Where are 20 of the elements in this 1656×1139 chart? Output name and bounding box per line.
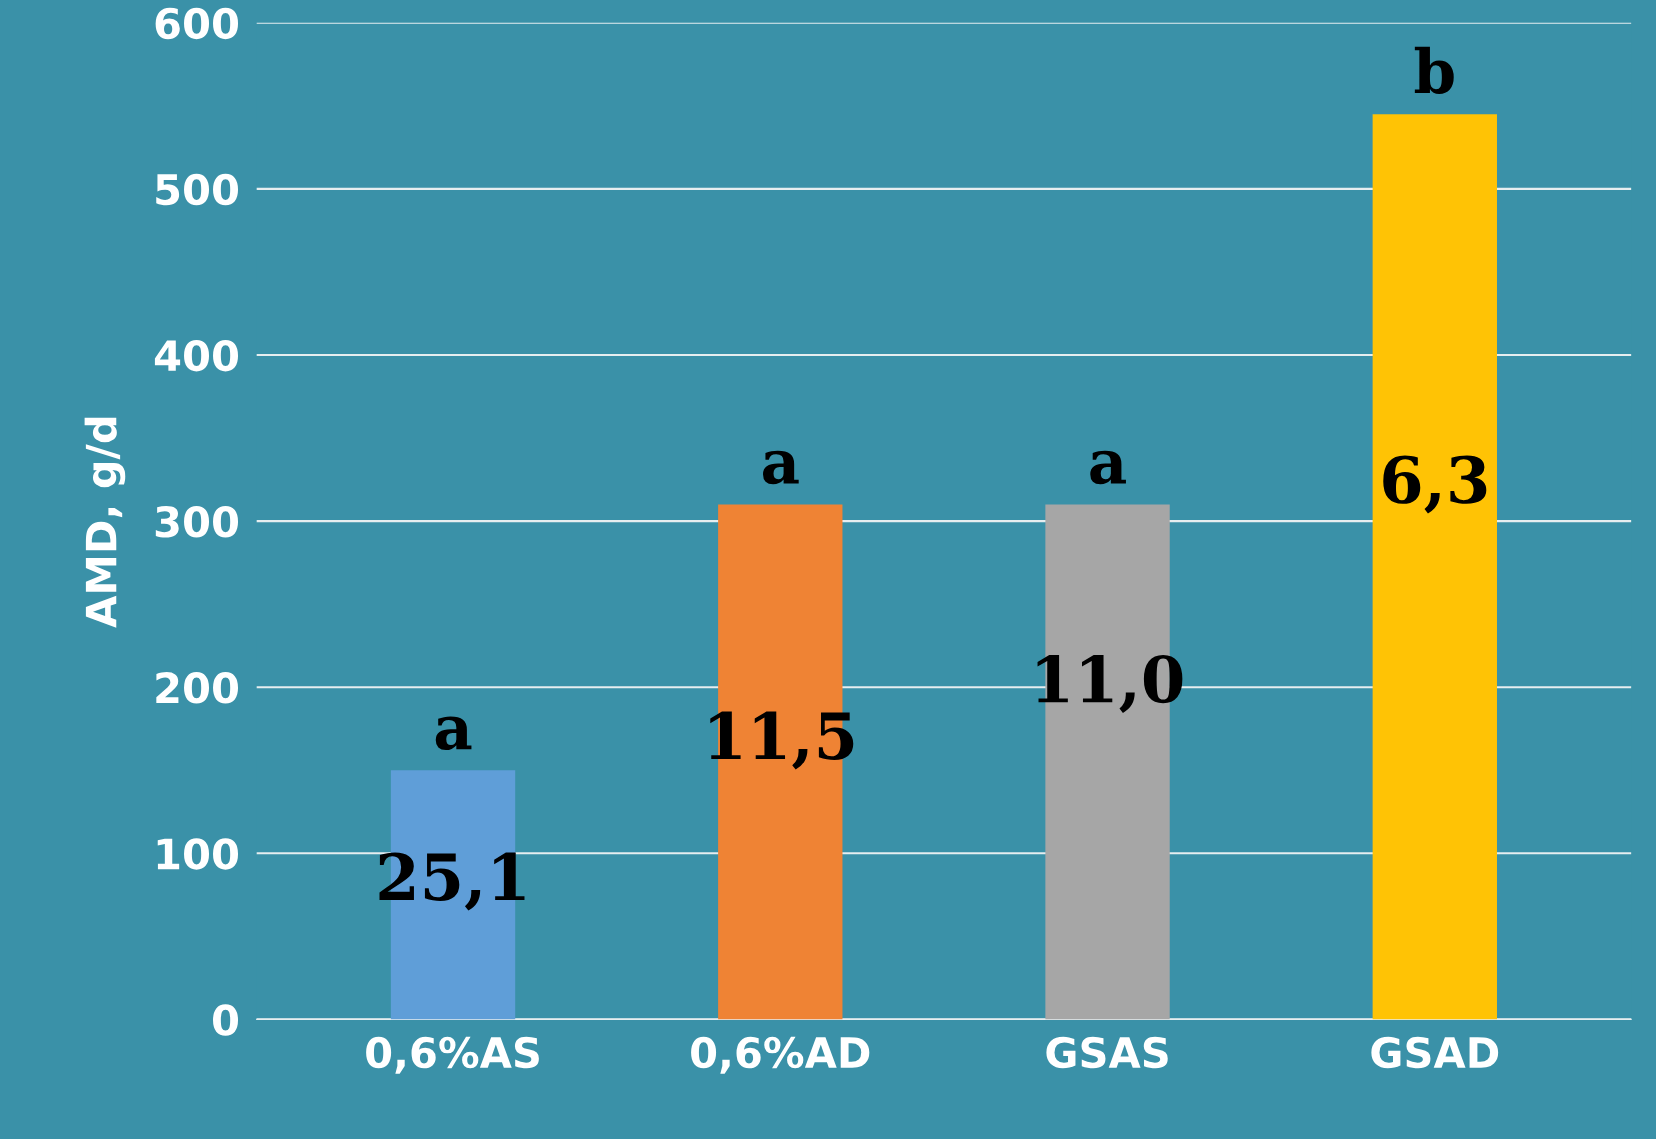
y-tick-label: 300: [155, 506, 239, 538]
y-tick-label: 500: [156, 173, 239, 206]
y-tick-label: 100: [157, 838, 239, 870]
y-axis-title: AMD, g/d: [84, 417, 126, 628]
x-tick-label: 0,6%AS: [366, 1036, 539, 1074]
x-tick-label: GSAD: [1371, 1036, 1499, 1069]
y-tick-label: 400: [154, 339, 239, 372]
annotation: 25,1: [379, 852, 525, 911]
annotation: 11,0: [1037, 654, 1183, 713]
annotation: a: [435, 716, 472, 751]
y-tick-label: 200: [156, 672, 239, 704]
annotation: b: [1414, 46, 1454, 94]
x-tick-label: 0,6%AD: [691, 1036, 870, 1074]
annotation: a: [763, 450, 799, 485]
annotation: 6,3: [1383, 455, 1487, 514]
y-tick-label: 600: [155, 7, 239, 40]
bar: [1372, 114, 1497, 1020]
annotation: a: [1090, 450, 1126, 485]
y-tick-label: 0: [213, 1004, 239, 1036]
x-tick-label: GSAS: [1046, 1036, 1168, 1069]
